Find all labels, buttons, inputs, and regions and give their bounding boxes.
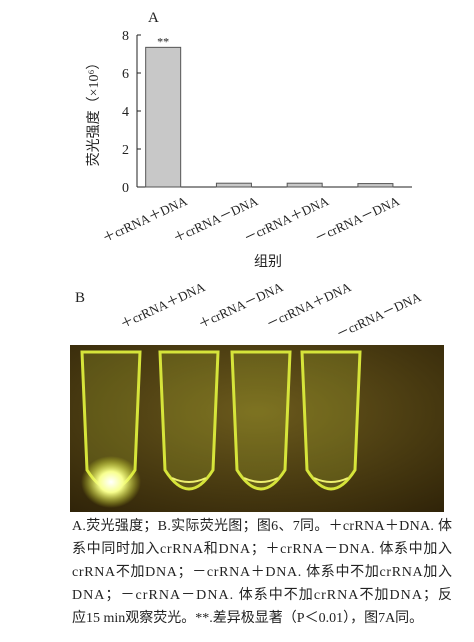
bar xyxy=(215,182,252,188)
photo xyxy=(70,345,444,512)
y-tick-label: 6 xyxy=(122,67,129,82)
panel-label: B xyxy=(75,290,85,306)
y-axis-label: 荧光强度（×10⁶） xyxy=(85,56,102,167)
bar xyxy=(145,46,182,188)
caption-line: DNA；－crRNA－DNA. 体系中不加crRNA不加DNA；反 xyxy=(72,587,452,603)
caption-line: crRNA不加DNA；－crRNA＋DNA. 体系中不加crRNA加入 xyxy=(72,564,452,580)
annotation: ** xyxy=(157,34,169,48)
bar xyxy=(357,183,394,188)
caption-line: 系中同时加入crRNA和DNA；＋crRNA－DNA. 体系中加入 xyxy=(72,541,452,557)
bar xyxy=(286,182,323,188)
y-tick-label: 2 xyxy=(122,143,129,158)
caption-line: 应15 min观察荧光。**.差异极显著（P＜0.01），图7A同。 xyxy=(72,609,423,626)
panel-label: A xyxy=(148,10,159,26)
y-tick-label: 0 xyxy=(122,181,129,196)
caption-line: A.荧光强度；B.实际荧光图；图6、7同。＋crRNA＋DNA. 体 xyxy=(72,517,452,534)
tube-label: －crRNA－DNA xyxy=(334,289,424,342)
y-tick-label: 4 xyxy=(122,105,129,120)
x-axis-label: 组别 xyxy=(254,254,282,270)
y-tick-label: 8 xyxy=(122,29,129,44)
tube-label: ＋crRNA＋DNA xyxy=(118,279,208,332)
